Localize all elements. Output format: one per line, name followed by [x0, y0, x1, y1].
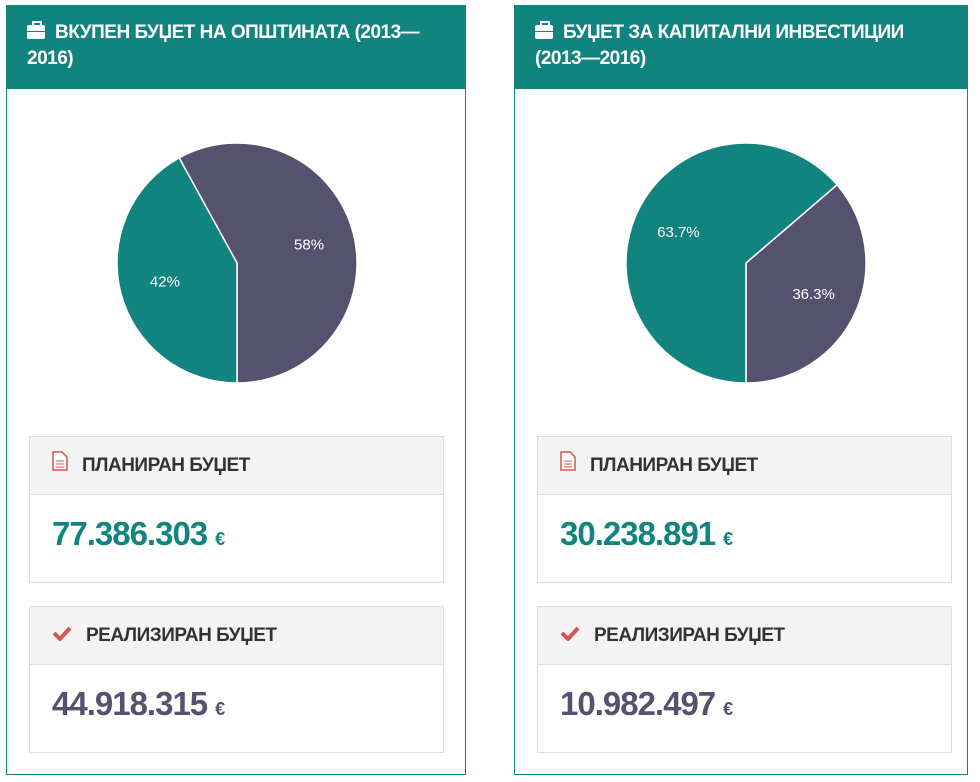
- panel-title: БУЏЕТ ЗА КАПИТАЛНИ ИНВЕСТИЦИИ (2013—2016…: [535, 22, 904, 69]
- pie-slice: [178, 142, 358, 384]
- pie-chart: 58% 42%: [116, 142, 358, 384]
- planned-value: 77.386.303: [52, 515, 208, 552]
- currency: €: [215, 529, 225, 549]
- realized-label: РЕАЛИЗИРАН БУЏЕТ: [86, 625, 277, 646]
- pie-chart: 36.3% 63.7%: [625, 142, 867, 384]
- currency: €: [215, 699, 225, 719]
- currency: €: [723, 529, 733, 549]
- currency: €: [723, 699, 733, 719]
- document-icon: [52, 437, 68, 494]
- planned-label: ПЛАНИРАН БУЏЕТ: [590, 455, 758, 476]
- check-icon: [52, 607, 72, 664]
- pie-slice-label: 42%: [150, 274, 180, 291]
- document-icon: [560, 437, 576, 494]
- planned-budget-box: ПЛАНИРАН БУЏЕТ 30.238.891 €: [537, 436, 952, 583]
- briefcase-icon: [535, 21, 553, 39]
- pie-slice-label: 58%: [294, 236, 324, 253]
- pie-slice: [745, 183, 867, 384]
- panel-header: БУЏЕТ ЗА КАПИТАЛНИ ИНВЕСТИЦИИ (2013—2016…: [515, 6, 967, 89]
- briefcase-icon: [27, 21, 45, 39]
- realized-value: 10.982.497: [560, 685, 716, 722]
- panel-header: ВКУПЕН БУЏЕТ НА ОПШТИНАТА (2013—2016): [7, 6, 465, 89]
- panel-total-budget: ВКУПЕН БУЏЕТ НА ОПШТИНАТА (2013—2016) 58…: [6, 5, 466, 775]
- pie-slice-label: 63.7%: [657, 224, 700, 241]
- panel-title: ВКУПЕН БУЏЕТ НА ОПШТИНАТА (2013—2016): [27, 22, 420, 69]
- realized-value: 44.918.315: [52, 685, 208, 722]
- pie-slice: [116, 156, 238, 384]
- realized-label: РЕАЛИЗИРАН БУЏЕТ: [594, 625, 785, 646]
- pie-slice-label: 36.3%: [792, 286, 835, 303]
- planned-value: 30.238.891: [560, 515, 716, 552]
- planned-budget-box: ПЛАНИРАН БУЏЕТ 77.386.303 €: [29, 436, 444, 583]
- panel-capital-investments: БУЏЕТ ЗА КАПИТАЛНИ ИНВЕСТИЦИИ (2013—2016…: [514, 5, 968, 775]
- planned-label: ПЛАНИРАН БУЏЕТ: [82, 455, 250, 476]
- check-icon: [560, 607, 580, 664]
- pie-slice: [625, 142, 839, 384]
- realized-budget-box: РЕАЛИЗИРАН БУЏЕТ 10.982.497 €: [537, 606, 952, 753]
- realized-budget-box: РЕАЛИЗИРАН БУЏЕТ 44.918.315 €: [29, 606, 444, 753]
